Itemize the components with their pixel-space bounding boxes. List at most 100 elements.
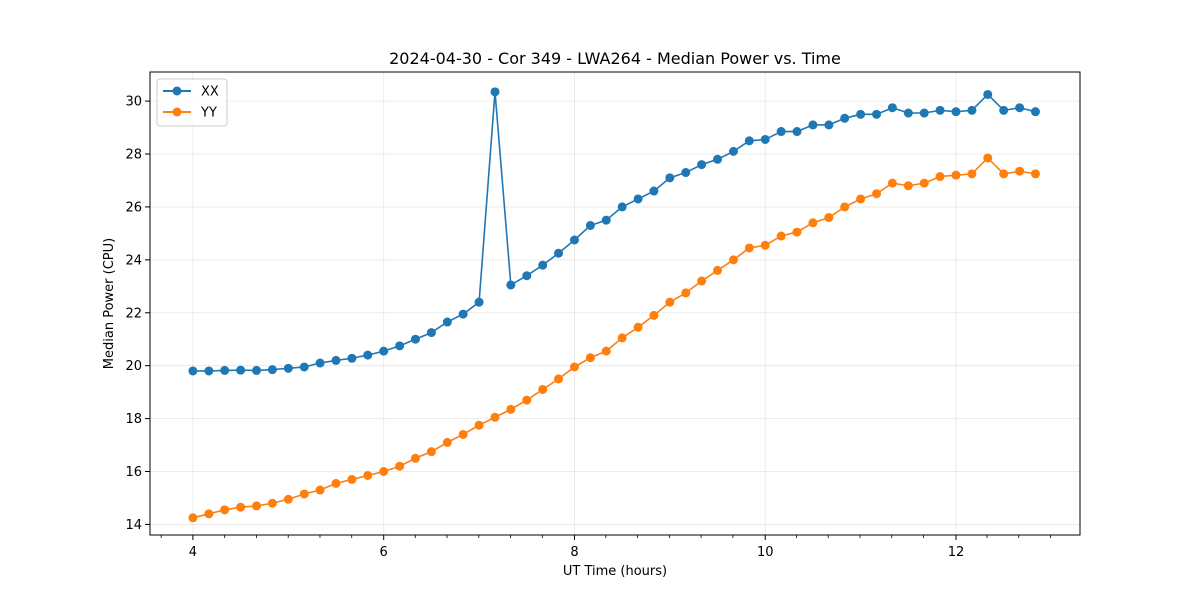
legend-yy-marker — [172, 107, 182, 117]
series-xx-point — [856, 109, 866, 119]
series-yy-point — [617, 333, 627, 343]
series-xx-point — [872, 109, 882, 119]
series-xx-point — [1030, 107, 1040, 117]
series-yy-point — [267, 498, 277, 508]
series-xx-point — [410, 334, 420, 344]
series-xx-point — [538, 260, 548, 270]
x-tick-label: 12 — [948, 545, 965, 560]
series-yy-point — [633, 322, 643, 332]
series-yy-point — [204, 509, 214, 519]
series-xx-point — [522, 271, 532, 281]
series-layer — [188, 87, 1040, 523]
series-xx-point — [601, 215, 611, 225]
series-yy-point — [776, 231, 786, 241]
series-yy-point — [474, 420, 484, 430]
series-xx-point — [315, 358, 325, 368]
series-xx-point — [490, 87, 500, 97]
series-yy-point — [856, 194, 866, 204]
series-xx-point — [331, 355, 341, 365]
series-xx-point — [903, 108, 913, 118]
series-yy-point — [792, 227, 802, 237]
series-xx-point — [554, 248, 564, 258]
series-xx-point — [363, 350, 373, 360]
series-yy-point — [681, 288, 691, 298]
series-yy-point — [903, 181, 913, 191]
series-yy-point — [236, 502, 246, 512]
series-yy-point — [395, 461, 405, 471]
y-tick-label: 20 — [125, 359, 142, 374]
series-xx-point — [967, 105, 977, 115]
y-tick-label: 26 — [125, 200, 142, 215]
series-xx-point — [204, 366, 214, 376]
series-xx-point — [808, 120, 818, 130]
series-xx-point — [220, 365, 230, 375]
series-xx — [188, 87, 1040, 376]
series-xx-point — [935, 105, 945, 115]
y-axis-label: Median Power (CPU) — [102, 238, 117, 369]
series-yy-point — [649, 310, 659, 320]
series-yy-point — [983, 153, 993, 163]
plot-frame — [149, 71, 1081, 536]
series-yy-point — [554, 374, 564, 384]
series-yy-point — [538, 384, 548, 394]
series-yy-point — [601, 346, 611, 356]
series-yy-point — [363, 470, 373, 480]
series-yy — [188, 153, 1040, 523]
series-xx-point — [474, 297, 484, 307]
x-axis-label: UT Time (hours) — [563, 564, 667, 579]
series-yy-point — [490, 412, 500, 422]
series-xx-point — [506, 280, 516, 290]
series-yy-point — [283, 494, 293, 504]
series-yy-point — [569, 362, 579, 372]
series-xx-point — [347, 353, 357, 363]
legend-xx-label: XX — [201, 85, 219, 100]
y-tick-label: 16 — [125, 465, 142, 480]
series-yy-point — [410, 453, 420, 463]
series-xx-point — [379, 346, 389, 356]
series-yy-point — [744, 243, 754, 253]
series-xx-point — [776, 127, 786, 137]
series-yy-point — [697, 276, 707, 286]
series-yy-point — [220, 505, 230, 515]
x-tick-label: 8 — [570, 545, 578, 560]
series-xx-point — [617, 202, 627, 212]
series-xx-point — [252, 365, 262, 375]
series-yy-point — [999, 169, 1009, 179]
series-yy-point — [522, 395, 532, 405]
series-yy-point — [1015, 166, 1025, 176]
series-xx-point — [569, 235, 579, 245]
series-yy-point — [951, 170, 961, 180]
series-xx-point — [713, 154, 723, 164]
series-xx-point — [697, 160, 707, 170]
series-yy-point — [252, 501, 262, 511]
series-xx-point — [267, 365, 277, 375]
series-yy-point — [347, 474, 357, 484]
x-tick-label: 10 — [757, 545, 774, 560]
series-xx-point — [999, 105, 1009, 115]
series-xx-point — [585, 220, 595, 230]
y-tick-label: 30 — [125, 95, 142, 110]
x-tick-label: 4 — [189, 545, 197, 560]
y-tick-label: 28 — [125, 148, 142, 163]
series-xx-point — [744, 136, 754, 146]
series-xx-point — [824, 120, 834, 130]
series-xx-point — [728, 146, 738, 156]
series-xx-point — [442, 317, 452, 327]
series-yy-point — [935, 172, 945, 182]
series-xx-point — [236, 365, 246, 375]
series-yy-point — [919, 178, 929, 188]
series-xx-point — [792, 127, 802, 137]
series-xx-point — [283, 363, 293, 373]
series-yy-point — [331, 478, 341, 488]
series-xx-point — [633, 194, 643, 204]
series-xx-point — [951, 107, 961, 117]
series-yy-point — [887, 178, 897, 188]
legend-xx-marker — [172, 86, 182, 96]
series-yy-point — [426, 447, 436, 457]
legend-yy-label: YY — [200, 106, 217, 121]
y-axis: 14 16 18 20 22 24 26 28 30 — [125, 95, 150, 533]
y-tick-label: 14 — [125, 518, 142, 533]
y-tick-label: 22 — [125, 306, 142, 321]
series-yy-point — [299, 489, 309, 499]
